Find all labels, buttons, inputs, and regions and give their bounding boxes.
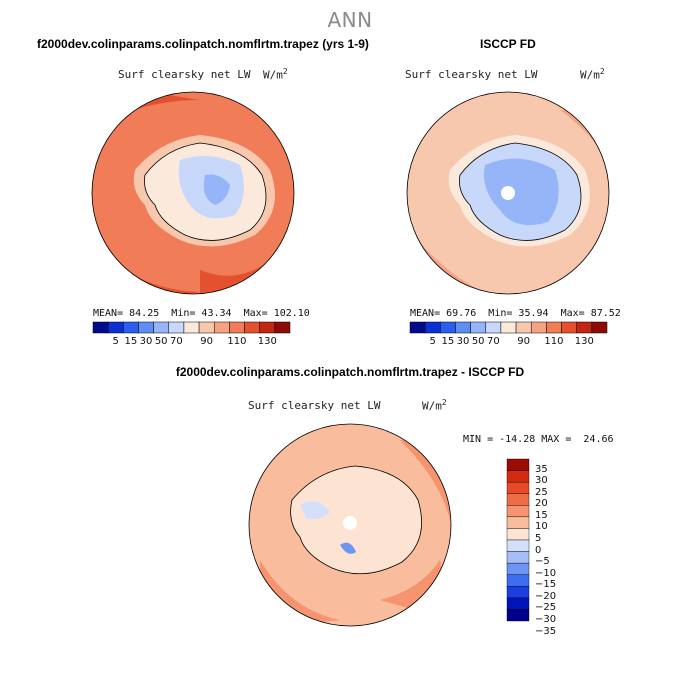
colorbar-tick-label: 50 [471, 336, 485, 347]
panel1-variable-label: Surf clearsky net LW [118, 68, 251, 81]
colorbar-swatch [506, 458, 530, 471]
colorbar-swatch [274, 321, 291, 334]
colorbar-tick-label: 15 [124, 336, 138, 347]
colorbar-swatch [506, 562, 530, 575]
colorbar-swatch [424, 321, 441, 334]
map3 [249, 424, 451, 626]
colorbar-swatch [591, 321, 608, 334]
colorbar-swatch [506, 516, 530, 529]
colorbar-tick-label: 110 [227, 336, 247, 347]
colorbar-swatch [506, 505, 530, 518]
colorbar-swatch [409, 321, 426, 334]
colorbar-swatch [546, 321, 562, 334]
panel3-colorbar [506, 458, 530, 622]
colorbar-swatch [506, 528, 530, 541]
colorbar-swatch [506, 609, 530, 622]
colorbar-tick-label: 130 [574, 336, 594, 347]
panel2-units: W/m2 [580, 67, 605, 82]
colorbar-tick-label: 5 [429, 336, 436, 347]
colorbar-swatch [506, 586, 530, 599]
colorbar-swatch [506, 597, 530, 610]
map1 [92, 92, 294, 294]
panel3-variable-label: Surf clearsky net LW [248, 399, 381, 412]
page-title: ANN [327, 8, 373, 32]
colorbar-swatch [92, 321, 109, 334]
map3-border [248, 423, 452, 627]
panel2-colorbar [409, 321, 608, 334]
panel3-stats: MIN = -14.28 MAX = 24.66 [463, 434, 614, 445]
colorbar-swatch [506, 493, 530, 506]
map3-cold-patch [300, 501, 330, 520]
colorbar-swatch [506, 539, 530, 552]
colorbar-swatch [506, 574, 530, 587]
panel3-units: W/m2 [422, 398, 447, 413]
colorbar-tick-label: 70 [169, 336, 183, 347]
colorbar-swatch [244, 321, 260, 334]
colorbar-swatch [530, 321, 547, 334]
colorbar-swatch [198, 321, 215, 334]
colorbar-tick-label: 110 [544, 336, 564, 347]
map1-border [91, 91, 295, 295]
colorbar-swatch [506, 551, 530, 564]
panel1-title: f2000dev.colinparams.colinpatch.nomflrtm… [37, 37, 369, 51]
map1-cold-core [203, 174, 230, 205]
colorbar-tick-label: 30 [139, 336, 153, 347]
colorbar-tick-label: 50 [154, 336, 168, 347]
panel3-title: f2000dev.colinparams.colinpatch.nomflrtm… [175, 365, 525, 379]
map2-pole-hole [501, 186, 515, 200]
map2 [407, 92, 609, 294]
colorbar-swatch [576, 321, 593, 334]
colorbar-swatch [500, 321, 517, 334]
colorbar-tick-label: 90 [517, 336, 530, 347]
colorbar-swatch [470, 321, 487, 334]
colorbar-tick-label: 70 [486, 336, 500, 347]
panel2-variable-label: Surf clearsky net LW [405, 68, 538, 81]
panel2-stats: MEAN= 69.76 Min= 35.94 Max= 87.52 [410, 308, 621, 319]
colorbar-tick-label: 130 [257, 336, 277, 347]
colorbar-swatch [168, 321, 185, 334]
colorbar-tick-label: 5 [112, 336, 119, 347]
map3-cold-patch [340, 542, 356, 554]
map3-pole-hole [343, 516, 357, 530]
colorbar-swatch [440, 321, 456, 334]
colorbar-swatch [183, 321, 200, 334]
map1-warm-patch [200, 240, 294, 294]
colorbar-swatch [561, 321, 577, 334]
map2-border [406, 91, 610, 295]
colorbar-swatch [259, 321, 276, 334]
panel1-colorbar [92, 321, 291, 334]
panel2-colorbar-ticks: 5 15 30 50 70 90 110 130 [0, 336, 700, 350]
panel1-units: W/m2 [263, 67, 288, 82]
colorbar-swatch [455, 321, 471, 334]
colorbar-swatch [515, 321, 532, 334]
colorbar-swatch [123, 321, 139, 334]
map2-cold-interior [484, 158, 559, 226]
colorbar-swatch [485, 321, 502, 334]
colorbar-swatch [213, 321, 230, 334]
colorbar-swatch [229, 321, 245, 334]
colorbar-tick-label: 90 [200, 336, 213, 347]
colorbar-swatch [138, 321, 154, 334]
panel1-stats: MEAN= 84.25 Min= 43.34 Max= 102.10 [93, 308, 310, 319]
panel1-colorbar-ticks: 5 15 30 50 70 90 110 130 [0, 336, 700, 350]
colorbar-swatch [153, 321, 170, 334]
colorbar-tick-label: 15 [441, 336, 455, 347]
colorbar-tick-label: 30 [456, 336, 470, 347]
colorbar-swatch [506, 470, 530, 483]
panel2-title: ISCCP FD [480, 37, 536, 51]
colorbar-swatch [506, 481, 530, 494]
colorbar-swatch [107, 321, 124, 334]
